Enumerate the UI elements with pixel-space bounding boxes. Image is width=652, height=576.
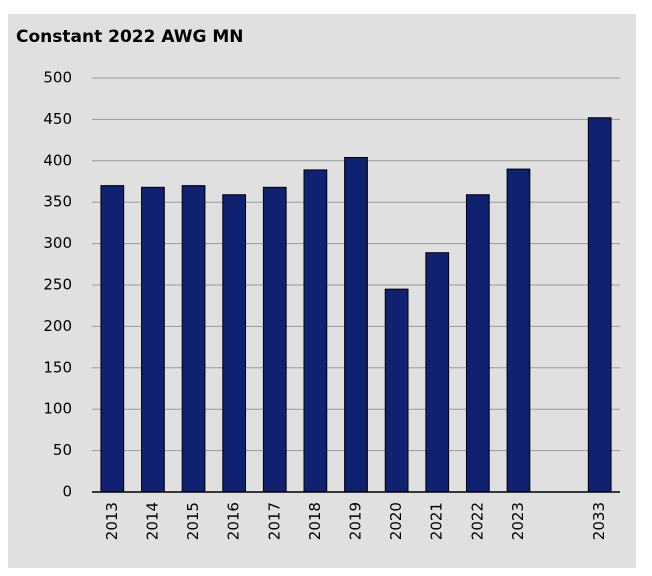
x-tick-label: 2020 <box>387 502 405 540</box>
bar <box>425 252 450 493</box>
bar <box>181 185 206 493</box>
x-tick-label: 2018 <box>306 502 324 540</box>
bar <box>587 117 612 493</box>
chart-title: Constant 2022 AWG MN <box>16 27 244 47</box>
bar <box>262 186 287 493</box>
x-tick-label: 2023 <box>509 502 527 540</box>
y-tick-label: 100 <box>43 400 72 418</box>
y-tick-label: 450 <box>43 110 72 128</box>
x-tick-label: 2021 <box>428 502 446 540</box>
bar <box>222 194 247 493</box>
x-tick-label: 2033 <box>590 502 608 540</box>
x-tick-label: 2015 <box>184 502 202 540</box>
bar <box>465 194 490 493</box>
bar <box>141 186 165 493</box>
bar <box>344 156 368 493</box>
x-tick-label: 2022 <box>468 502 486 540</box>
bar <box>100 185 125 493</box>
y-tick-label: 350 <box>43 193 72 211</box>
y-tick-label: 200 <box>43 317 72 335</box>
y-tick-label: 500 <box>43 69 72 87</box>
x-tick-label: 2016 <box>225 502 243 540</box>
x-tick-label: 2013 <box>103 502 121 540</box>
bar <box>384 288 409 493</box>
y-tick-label: 250 <box>43 276 72 294</box>
x-tick-label: 2014 <box>143 502 161 540</box>
bar <box>506 168 531 493</box>
y-tick-label: 0 <box>62 483 72 501</box>
y-tick-label: 400 <box>43 151 72 169</box>
y-tick-label: 50 <box>53 441 72 459</box>
x-tick-label: 2017 <box>265 502 283 540</box>
x-tick-label: 2019 <box>347 502 365 540</box>
bar <box>303 169 328 493</box>
y-tick-label: 150 <box>43 358 72 376</box>
y-tick-label: 300 <box>43 234 72 252</box>
